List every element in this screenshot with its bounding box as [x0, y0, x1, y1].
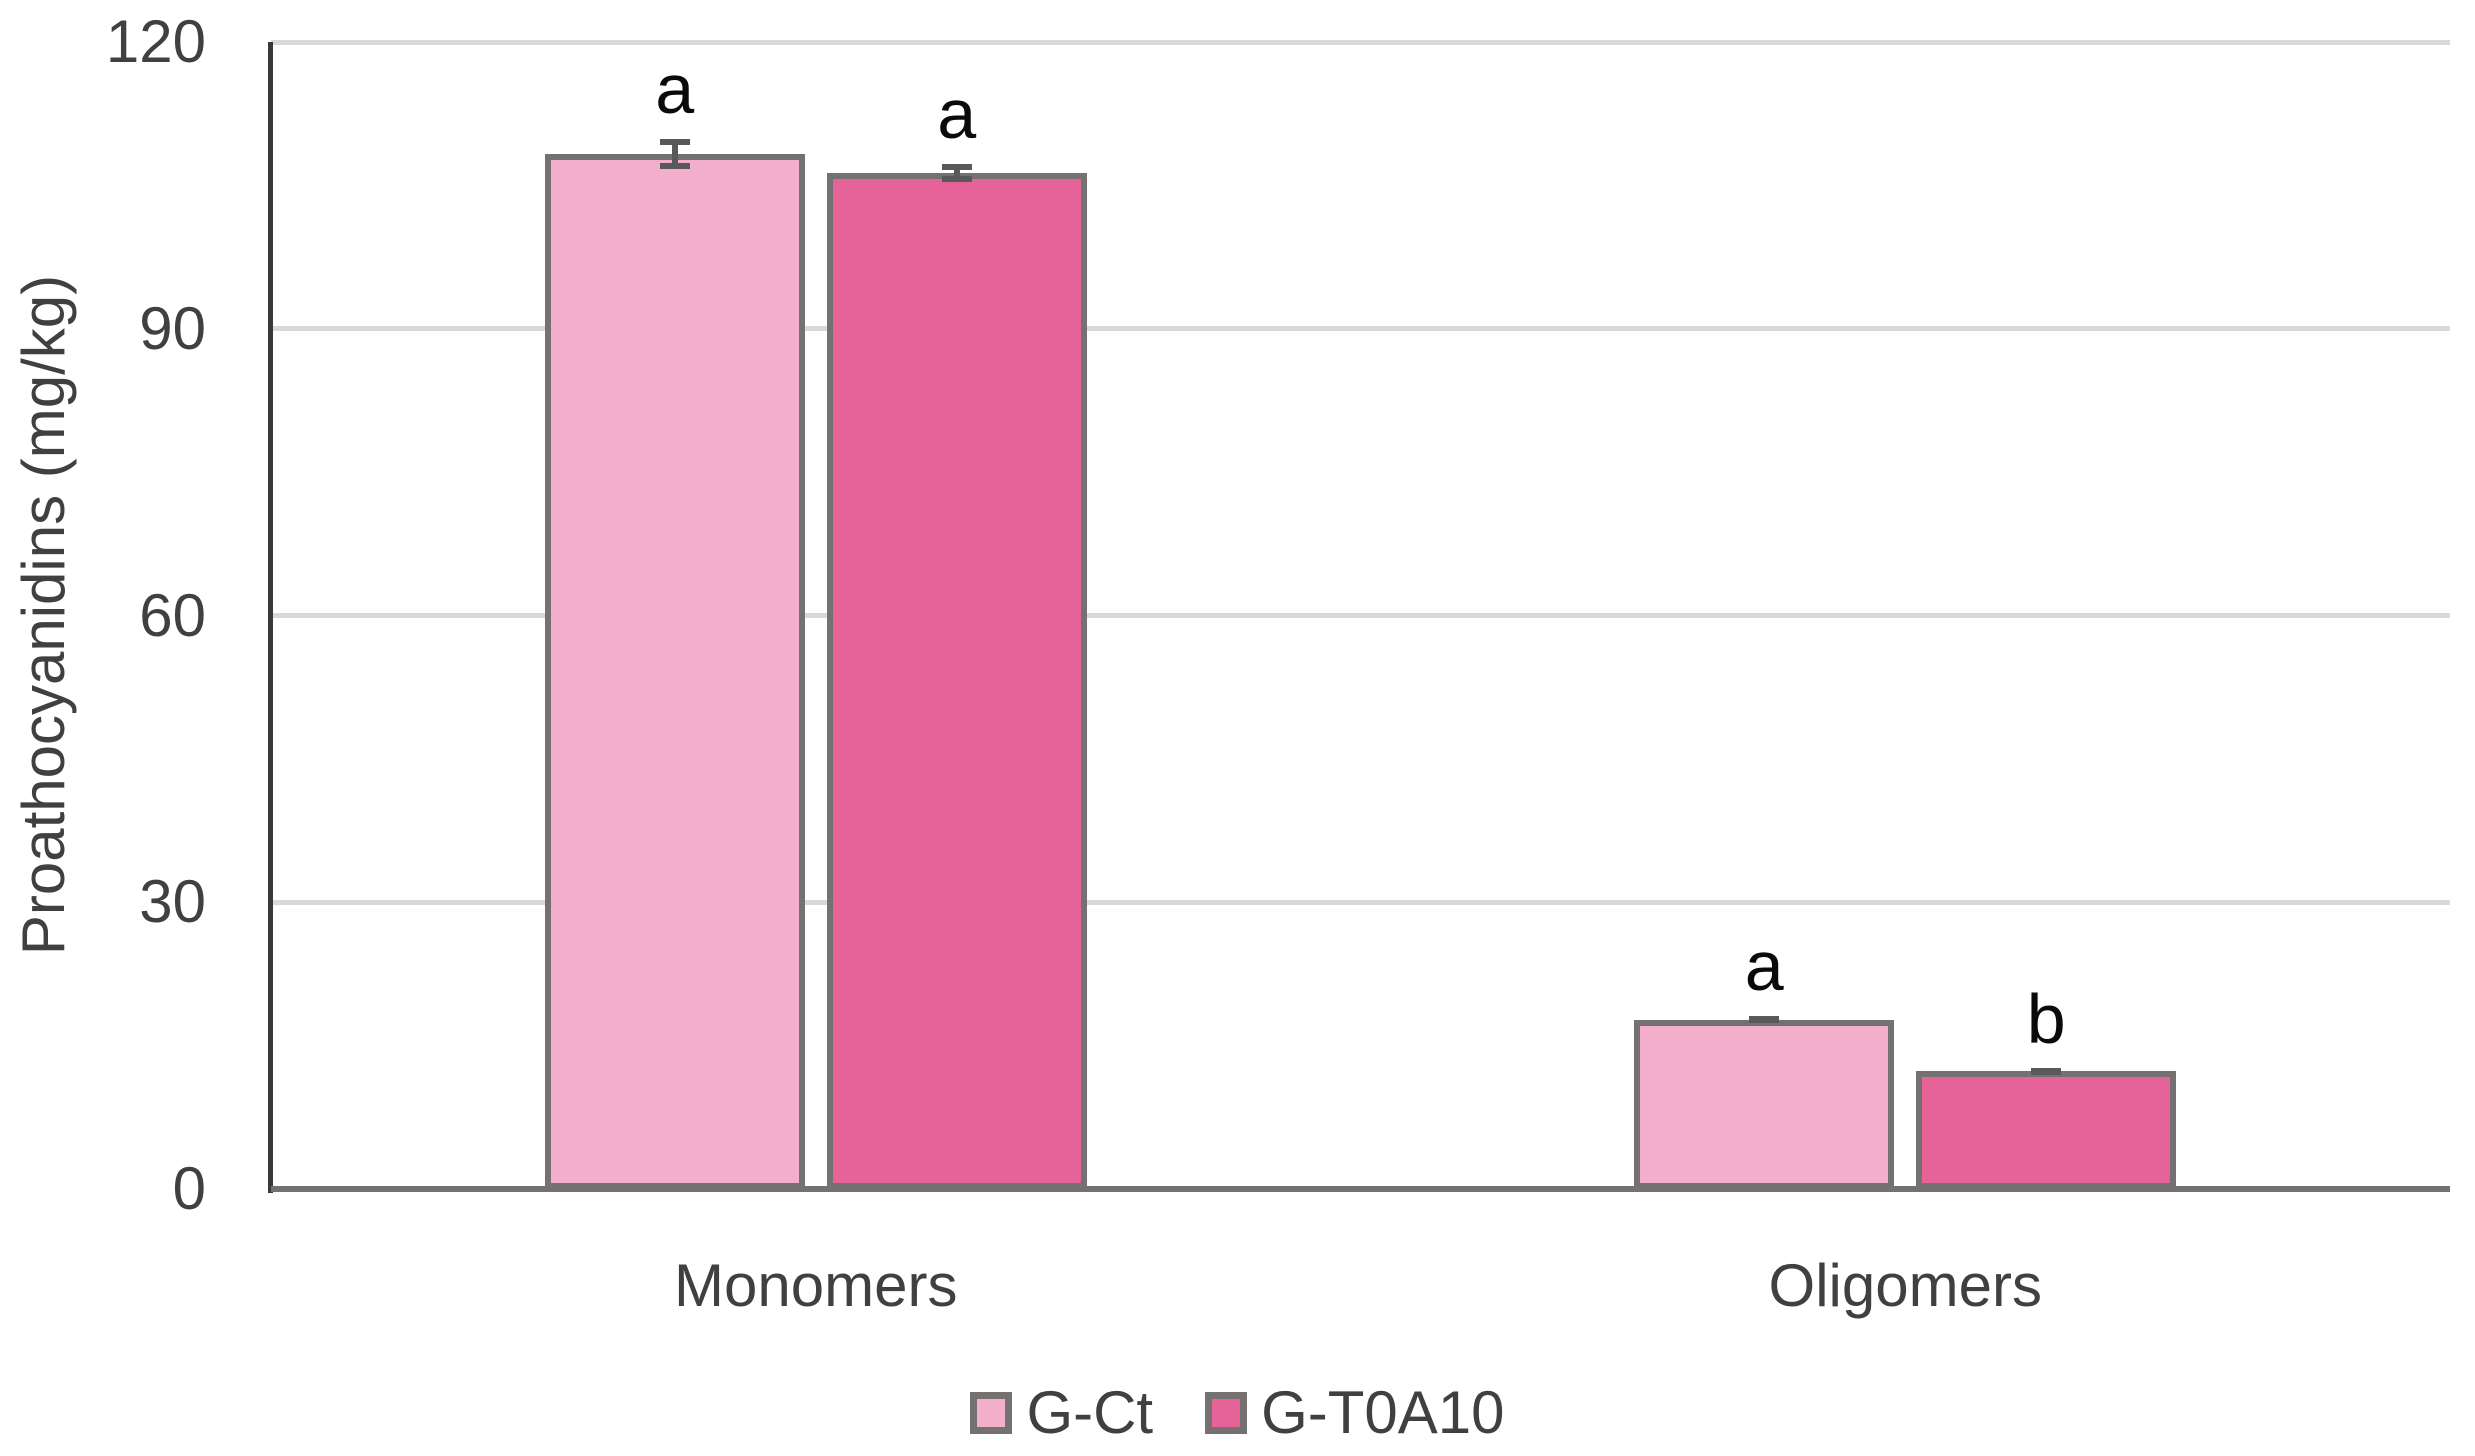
x-axis-line [271, 1186, 2450, 1192]
gridline [271, 899, 2450, 905]
legend-item-G-T0A10: G-T0A10 [1205, 1379, 1505, 1446]
legend-item-G-Ct: G-Ct [970, 1381, 1153, 1445]
legend-label: G-T0A10 [1261, 1379, 1505, 1446]
legend-swatch [1205, 1392, 1248, 1434]
y-axis-line [268, 42, 273, 1193]
error-bar-cap [2031, 1068, 2062, 1075]
error-bar-cap [659, 163, 690, 170]
error-bar-whisker [671, 138, 678, 170]
gridline [271, 613, 2450, 618]
bar-G-Ct-Monomers [544, 153, 805, 1189]
y-tick-label: 60 [139, 581, 206, 649]
category-label: Oligomers [1768, 1252, 2042, 1319]
y-tick-label: 30 [139, 868, 206, 936]
sig-letter: b [2026, 979, 2066, 1058]
error-bar-cap [1749, 1017, 1780, 1024]
sig-letter: a [655, 49, 695, 128]
sig-letter: a [1744, 927, 1784, 1006]
bar-G-T0A10-Monomers [826, 172, 1087, 1189]
error-bar-cap [941, 164, 972, 171]
gridline [271, 39, 2450, 45]
error-bar-cap [659, 138, 690, 145]
legend: G-Ct G-T0A10 [0, 1381, 2475, 1445]
sig-letter: a [937, 75, 977, 154]
y-tick-label: 90 [139, 294, 206, 362]
bar-G-T0A10-Oligomers [1916, 1071, 2177, 1189]
gridline [271, 326, 2450, 332]
error-bar-cap [941, 175, 972, 182]
legend-swatch [970, 1392, 1013, 1434]
error-bar-whisker [953, 164, 960, 182]
bar-G-Ct-Oligomers [1634, 1019, 1895, 1189]
y-tick-label: 120 [105, 8, 206, 75]
category-label: Monomers [674, 1252, 958, 1319]
legend-label: G-Ct [1026, 1379, 1154, 1446]
y-tick-label: 0 [172, 1155, 206, 1222]
